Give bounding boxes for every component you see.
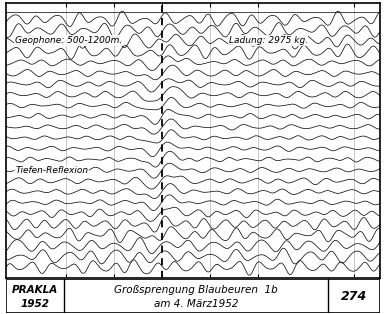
Text: Großsprengung Blaubeuren  1b: Großsprengung Blaubeuren 1b	[114, 285, 278, 295]
Text: am 4. März1952: am 4. März1952	[154, 299, 238, 309]
Text: PRAKLA: PRAKLA	[12, 285, 58, 295]
Text: Tiefen-Reflexion: Tiefen-Reflexion	[15, 166, 88, 176]
Text: 1952: 1952	[20, 299, 49, 309]
Text: 274: 274	[341, 290, 367, 303]
Text: Geophone: 500-1200m.: Geophone: 500-1200m.	[15, 36, 122, 45]
Text: Ladung: 2975 kg.: Ladung: 2975 kg.	[229, 36, 308, 45]
